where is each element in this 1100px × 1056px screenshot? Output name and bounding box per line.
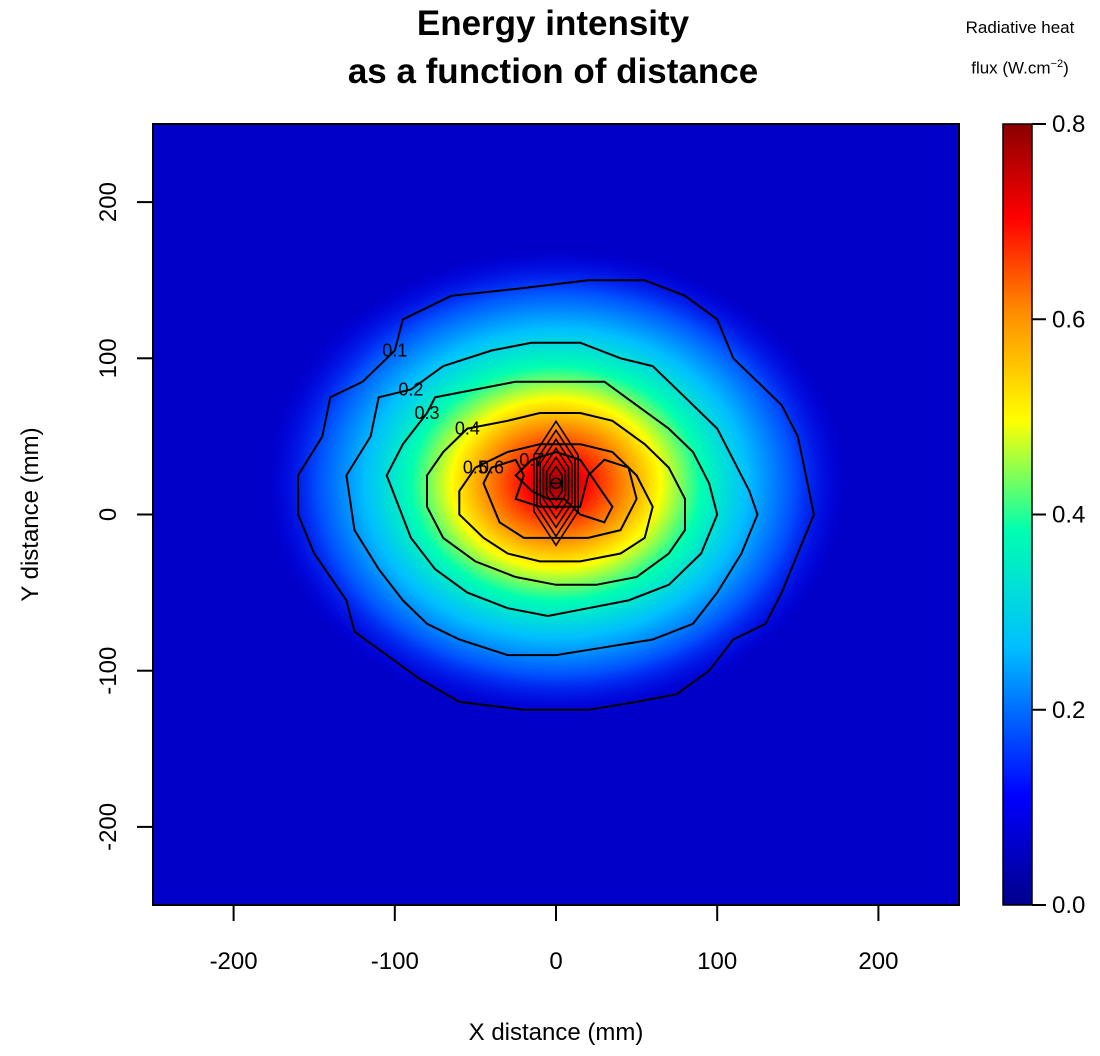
colorbar-tick-label: 0.0	[1052, 892, 1085, 919]
x-tick-label: 100	[697, 948, 737, 975]
contour-label-0.5: 0.5	[463, 458, 488, 478]
colorbar-tick-label: 0.6	[1052, 306, 1085, 333]
contour-0.3	[385, 380, 719, 618]
peak-contour	[542, 446, 570, 520]
contour-label-0.7: 0.7	[519, 450, 544, 470]
x-axis-label: X distance (mm)	[469, 1019, 644, 1046]
colorbar-ramp	[1002, 123, 1033, 906]
colorbar: 0.0 0.2 0.4 0.6 0.8	[1002, 111, 1085, 919]
colorbar-title-base: flux (W.cm	[971, 58, 1051, 78]
contour-0.5	[458, 443, 654, 563]
colorbar-tick-label: 0.2	[1052, 697, 1085, 724]
peak-contour	[532, 419, 580, 547]
colorbar-title-line1: Radiative heat	[965, 18, 1075, 37]
x-tick-label: 0	[549, 948, 562, 975]
x-tick-label: -200	[210, 948, 258, 975]
contour-0.1	[297, 279, 815, 711]
y-tick-label: 100	[95, 338, 122, 378]
y-tick-label: 200	[95, 182, 122, 222]
colorbar-title-line2: flux (W.cm−2)	[940, 58, 1100, 79]
y-tick-label: -100	[95, 647, 122, 695]
x-tick-label: 200	[858, 948, 898, 975]
colorbar-tick-label: 0.8	[1052, 111, 1085, 138]
contour-label-0.6: 0.6	[479, 458, 504, 478]
contour-label-0.4: 0.4	[455, 419, 480, 439]
colorbar-tick-label: 0.4	[1052, 502, 1085, 529]
y-tick-label: 0	[95, 508, 122, 521]
axes: -200 -100 0 100 200 -200 -100 0 100 200 X distance…	[17, 123, 960, 1046]
chart-title-line2: as a function of distance	[347, 52, 759, 91]
contour-label-0.1: 0.1	[382, 340, 407, 360]
plot-background	[153, 124, 959, 905]
peak-contour	[545, 455, 567, 511]
chart-title-line1: Energy intensity	[416, 4, 690, 43]
contour-0.2	[345, 341, 759, 657]
contour-label-0.3: 0.3	[415, 403, 440, 423]
x-tick-label: -100	[371, 948, 419, 975]
contour-label-0.2: 0.2	[398, 380, 423, 400]
contour-0.4	[426, 412, 686, 586]
y-axis-label: Y distance (mm)	[17, 427, 44, 601]
peak-contour	[548, 464, 564, 502]
colorbar-title-exponent: −2	[1050, 58, 1064, 70]
peak-contour	[536, 428, 576, 538]
peak-contour	[539, 437, 573, 529]
y-tick-label: -200	[95, 803, 122, 851]
colorbar-title-end: )	[1063, 58, 1069, 78]
contour-lines: 0.1 0.2 0.3 0.4 0.50.6 0.7	[297, 279, 815, 711]
